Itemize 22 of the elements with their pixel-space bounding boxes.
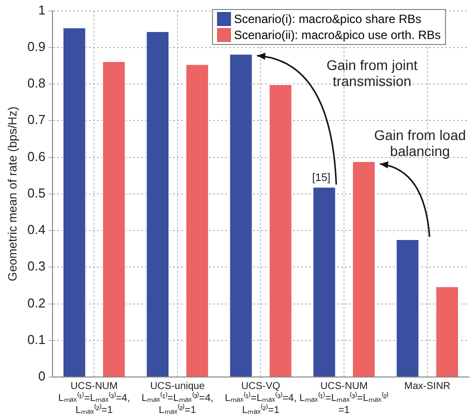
x-tick-label: UCS-NUM Lₘₐₓ⁽¹⁾=Lₘₐₓ⁽³⁾=4, Lₘₐₓ⁽²⁾=1: [58, 380, 130, 416]
y-tick-label: 0.5: [27, 185, 46, 200]
x-tick-label: Max-SINR: [404, 380, 450, 392]
y-tick-label: 0.7: [27, 112, 46, 128]
x-tick-label: UCS-VQ Lₘₐₓ⁽¹⁾=Lₘₐₓ⁽³⁾=4, Lₘₐₓ⁽²⁾=1: [224, 380, 297, 416]
y-tick-label: 0.9: [27, 39, 46, 54]
y-axis-title: Geometric mean of rate (bps/Hz): [6, 106, 20, 282]
y-tick-label: 0.1: [27, 332, 46, 347]
annotation: [15]: [312, 172, 330, 184]
y-tick-label: 0.2: [27, 295, 46, 310]
annotation: Gain from load balancing: [374, 126, 466, 159]
annotation: Gain from joint transmission: [326, 56, 418, 89]
x-tick-label: UCS-unique Lₘₐₓ⁽¹⁾=Lₘₐₓ⁽³⁾=4, Lₘₐₓ⁽²⁾=1: [142, 380, 214, 416]
legend-label: Scenario(i): macro&pico share RBs: [234, 12, 422, 26]
legend-label: Scenario(ii): macro&pico use orth. RBs: [234, 28, 441, 42]
x-tick-label: UCS-NUM Lₘₐₓ⁽¹⁾=Lₘₐₓ⁽³⁾=Lₘₐₓ⁽²⁾ =1: [299, 380, 389, 416]
y-tick-label: 0.8: [27, 76, 46, 91]
y-tick-label: 0.4: [27, 222, 46, 238]
y-tick-label: 0.3: [27, 258, 46, 274]
y-tick-label: 0: [38, 368, 46, 384]
y-tick-label: 1: [38, 2, 46, 18]
y-tick-label: 0.6: [27, 148, 46, 164]
